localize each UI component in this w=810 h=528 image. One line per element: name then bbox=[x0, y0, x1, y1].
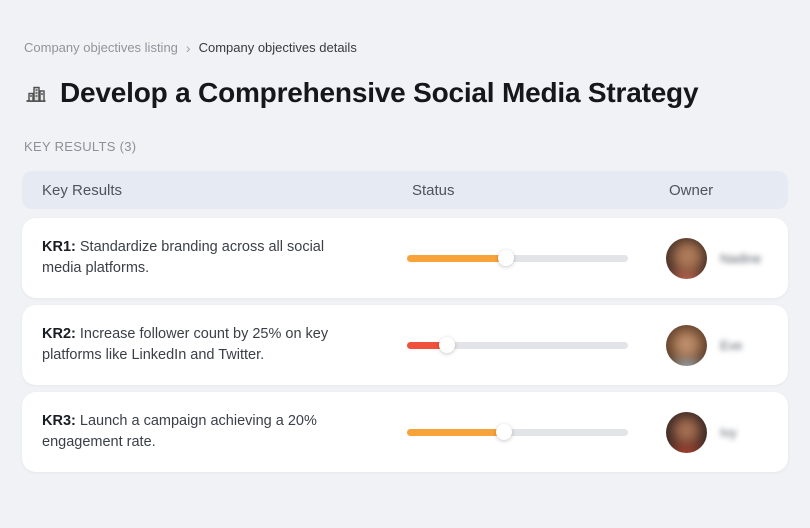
progress-thumb[interactable] bbox=[498, 250, 515, 266]
breadcrumb-link-listing[interactable]: Company objectives listing bbox=[24, 40, 178, 55]
avatar bbox=[666, 237, 707, 279]
kr2-owner-cell: Eve bbox=[652, 324, 768, 366]
kr1-description: KR1: Standardize branding across all soc… bbox=[42, 237, 347, 279]
avatar bbox=[666, 324, 707, 366]
kr2-progress-slider[interactable] bbox=[407, 337, 628, 353]
progress-track bbox=[407, 342, 628, 349]
kr3-status-cell bbox=[407, 424, 652, 440]
page-title-row: Develop a Comprehensive Social Media Str… bbox=[24, 77, 788, 109]
page-title: Develop a Comprehensive Social Media Str… bbox=[60, 77, 699, 108]
table-row-kr3[interactable]: KR3: Launch a campaign achieving a 20% e… bbox=[22, 392, 788, 472]
kr1-owner-cell: Nadine bbox=[652, 237, 768, 279]
kr2-label: KR2: bbox=[42, 326, 76, 342]
key-results-section-label: KEY RESULTS (3) bbox=[24, 139, 137, 154]
kr3-owner-cell: Ivy bbox=[652, 411, 768, 453]
objective-details-page: Company objectives listing › Company obj… bbox=[22, 40, 788, 472]
chevron-right-icon: › bbox=[185, 39, 191, 56]
kr2-text: Increase follower count by 25% on key pl… bbox=[42, 326, 329, 363]
kr3-description: KR3: Launch a campaign achieving a 20% e… bbox=[42, 411, 347, 453]
breadcrumb: Company objectives listing › Company obj… bbox=[24, 40, 788, 55]
progress-track bbox=[407, 429, 628, 436]
owner-name: Ivy bbox=[720, 424, 737, 440]
table-row-kr1[interactable]: KR1: Standardize branding across all soc… bbox=[22, 218, 788, 298]
breadcrumb-current-details: Company objectives details bbox=[198, 40, 357, 55]
column-header-owner: Owner bbox=[669, 181, 714, 199]
column-header-status: Status bbox=[412, 181, 455, 199]
kr2-description: KR2: Increase follower count by 25% on k… bbox=[42, 324, 347, 366]
kr3-text: Launch a campaign achieving a 20% engage… bbox=[42, 413, 317, 450]
progress-fill bbox=[407, 342, 447, 349]
table-row-kr2[interactable]: KR2: Increase follower count by 25% on k… bbox=[22, 305, 788, 385]
table-header-row: Key Results Status Owner bbox=[22, 171, 788, 209]
progress-thumb[interactable] bbox=[496, 424, 513, 440]
kr1-progress-slider[interactable] bbox=[407, 250, 628, 266]
progress-thumb[interactable] bbox=[438, 337, 455, 353]
kr3-progress-slider[interactable] bbox=[407, 424, 628, 440]
owner-name: Eve bbox=[720, 337, 743, 353]
owner-name: Nadine bbox=[720, 250, 762, 266]
progress-fill bbox=[407, 255, 507, 262]
column-header-key-results: Key Results bbox=[42, 181, 123, 199]
kr1-status-cell bbox=[407, 250, 652, 266]
kr1-label: KR1: bbox=[42, 239, 76, 255]
kr3-label: KR3: bbox=[42, 413, 76, 429]
avatar bbox=[666, 411, 707, 453]
key-results-table: Key Results Status Owner KR1: Standardiz… bbox=[22, 171, 788, 472]
kr1-text: Standardize branding across all social m… bbox=[42, 239, 325, 276]
building-skyline-icon bbox=[24, 81, 48, 105]
progress-track bbox=[407, 255, 628, 262]
progress-fill bbox=[407, 429, 505, 436]
kr2-status-cell bbox=[407, 337, 652, 353]
